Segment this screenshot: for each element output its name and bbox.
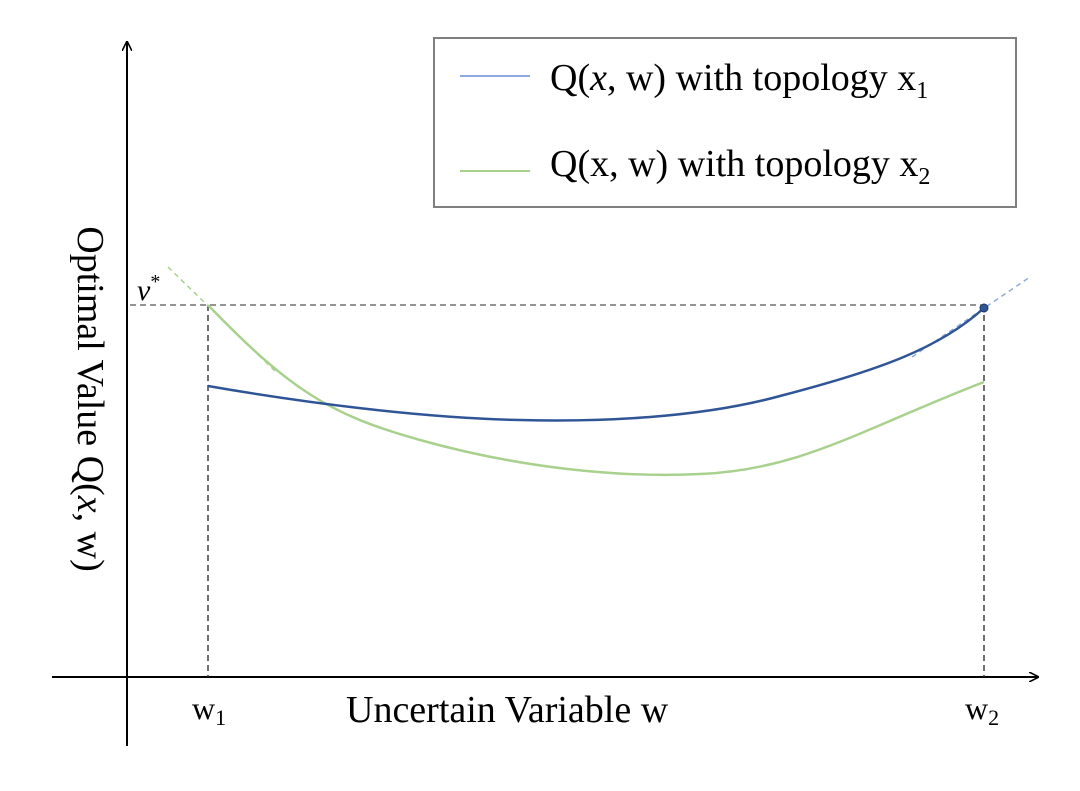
legend-label-x2: Q(x, w) with topology x2: [550, 143, 930, 190]
curve-topology-x2: [207, 304, 985, 477]
tangent-x1-at-w2: [911, 276, 1031, 358]
legend-box: [433, 37, 1017, 208]
tick-w1-label: w1: [192, 690, 226, 730]
legend-label-x1: Q(x, w) with topology x1: [550, 57, 928, 104]
legend: Q(x, w) with topology x1 Q(x, w) with to…: [433, 37, 1017, 208]
v-star-label: v*: [137, 271, 160, 307]
y-axis-label: Optimal Value Q(x, w): [69, 226, 111, 571]
x-axis-label: Uncertain Variable w: [346, 689, 669, 731]
point-x1-w2: [979, 303, 989, 313]
curve-topology-x1: [207, 307, 985, 422]
tick-w2-label: w2: [965, 690, 999, 730]
